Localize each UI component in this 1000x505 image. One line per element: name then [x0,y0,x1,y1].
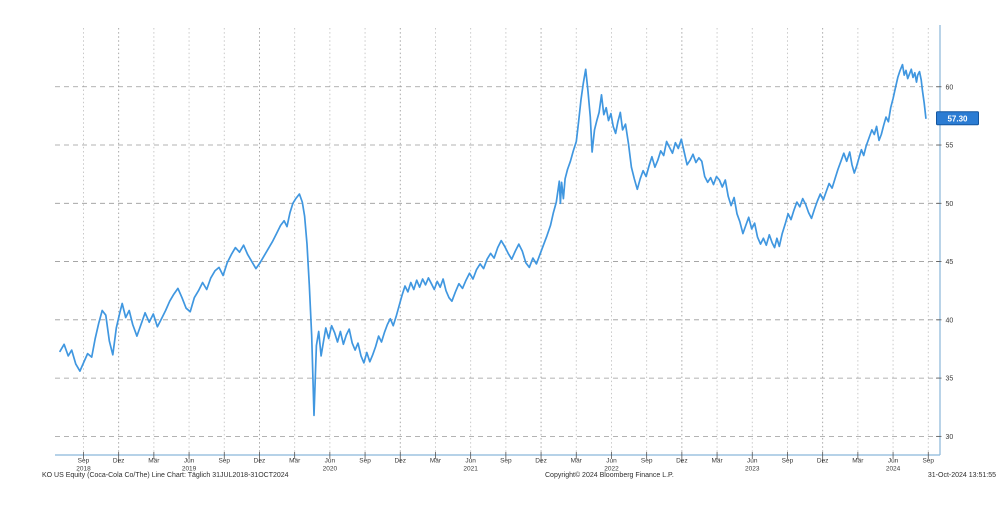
horizontal-gridlines [55,86,940,437]
x-tick-label: Jun [184,458,195,465]
chart-footer: KO US Equity (Coca-Cola Co/The) Line Cha… [42,471,996,479]
copyright-text: Copyright© 2024 Bloomberg Finance L.P. [545,471,674,479]
y-tick-label: 30 [946,434,954,441]
x-tick-label: Jun [325,458,336,465]
x-tick-label: Sep [782,458,794,465]
x-tick-label: Sep [500,458,512,465]
x-tick-label: Dez [676,458,688,465]
y-tick-label: 60 [946,84,954,91]
x-tick-label: Mär [711,458,723,465]
x-tick-label: Dez [535,458,547,465]
x-year-label: 2024 [886,466,901,473]
x-tick-label: Sep [359,458,371,465]
timestamp-text: 31-Oct-2024 13:51:55 [928,472,996,479]
price-line-group [59,63,927,417]
x-year-label: 2020 [323,466,338,473]
x-tick-label: Jun [465,458,476,465]
x-tick-label: Mär [148,458,160,465]
x-tick-label: Mär [571,458,583,465]
y-tick-label: 45 [946,259,954,266]
price-line [59,63,927,417]
x-tick-label: Jun [747,458,758,465]
x-tick-label: Jun [606,458,617,465]
x-tick-label: Sep [641,458,653,465]
last-price-label: 57.30 [936,111,979,126]
last-price-box [936,111,979,126]
y-tick-label: 35 [946,376,954,383]
x-year-label: 2018 [76,466,91,473]
y-tick-label: 50 [946,201,954,208]
x-tick-label: Sep [922,458,934,465]
axes [55,25,941,456]
y-tick-label: 40 [946,317,954,324]
x-tick-label: Mär [430,458,442,465]
x-tick-label: Dez [817,458,829,465]
chart-description: KO US Equity (Coca-Cola Co/The) Line Cha… [42,472,289,479]
x-tick-label: Mär [289,458,301,465]
x-tick-label: Jun [888,458,899,465]
x-year-label: 2023 [745,466,760,473]
x-year-label: 2021 [463,466,478,473]
vertical-gridlines [83,28,929,455]
x-year-label: 2022 [604,466,619,473]
last-price-text: 57.30 [947,114,968,123]
x-tick-label: Dez [254,458,266,465]
x-tick-label: Dez [113,458,125,465]
x-tick-label: Sep [218,458,230,465]
x-year-label: 2019 [182,466,197,473]
x-tick-label: Mär [852,458,864,465]
x-tick-label: Dez [394,458,406,465]
y-tick-label: 55 [946,143,954,150]
x-tick-label: Sep [78,458,90,465]
axis-tick-marks [83,86,942,463]
